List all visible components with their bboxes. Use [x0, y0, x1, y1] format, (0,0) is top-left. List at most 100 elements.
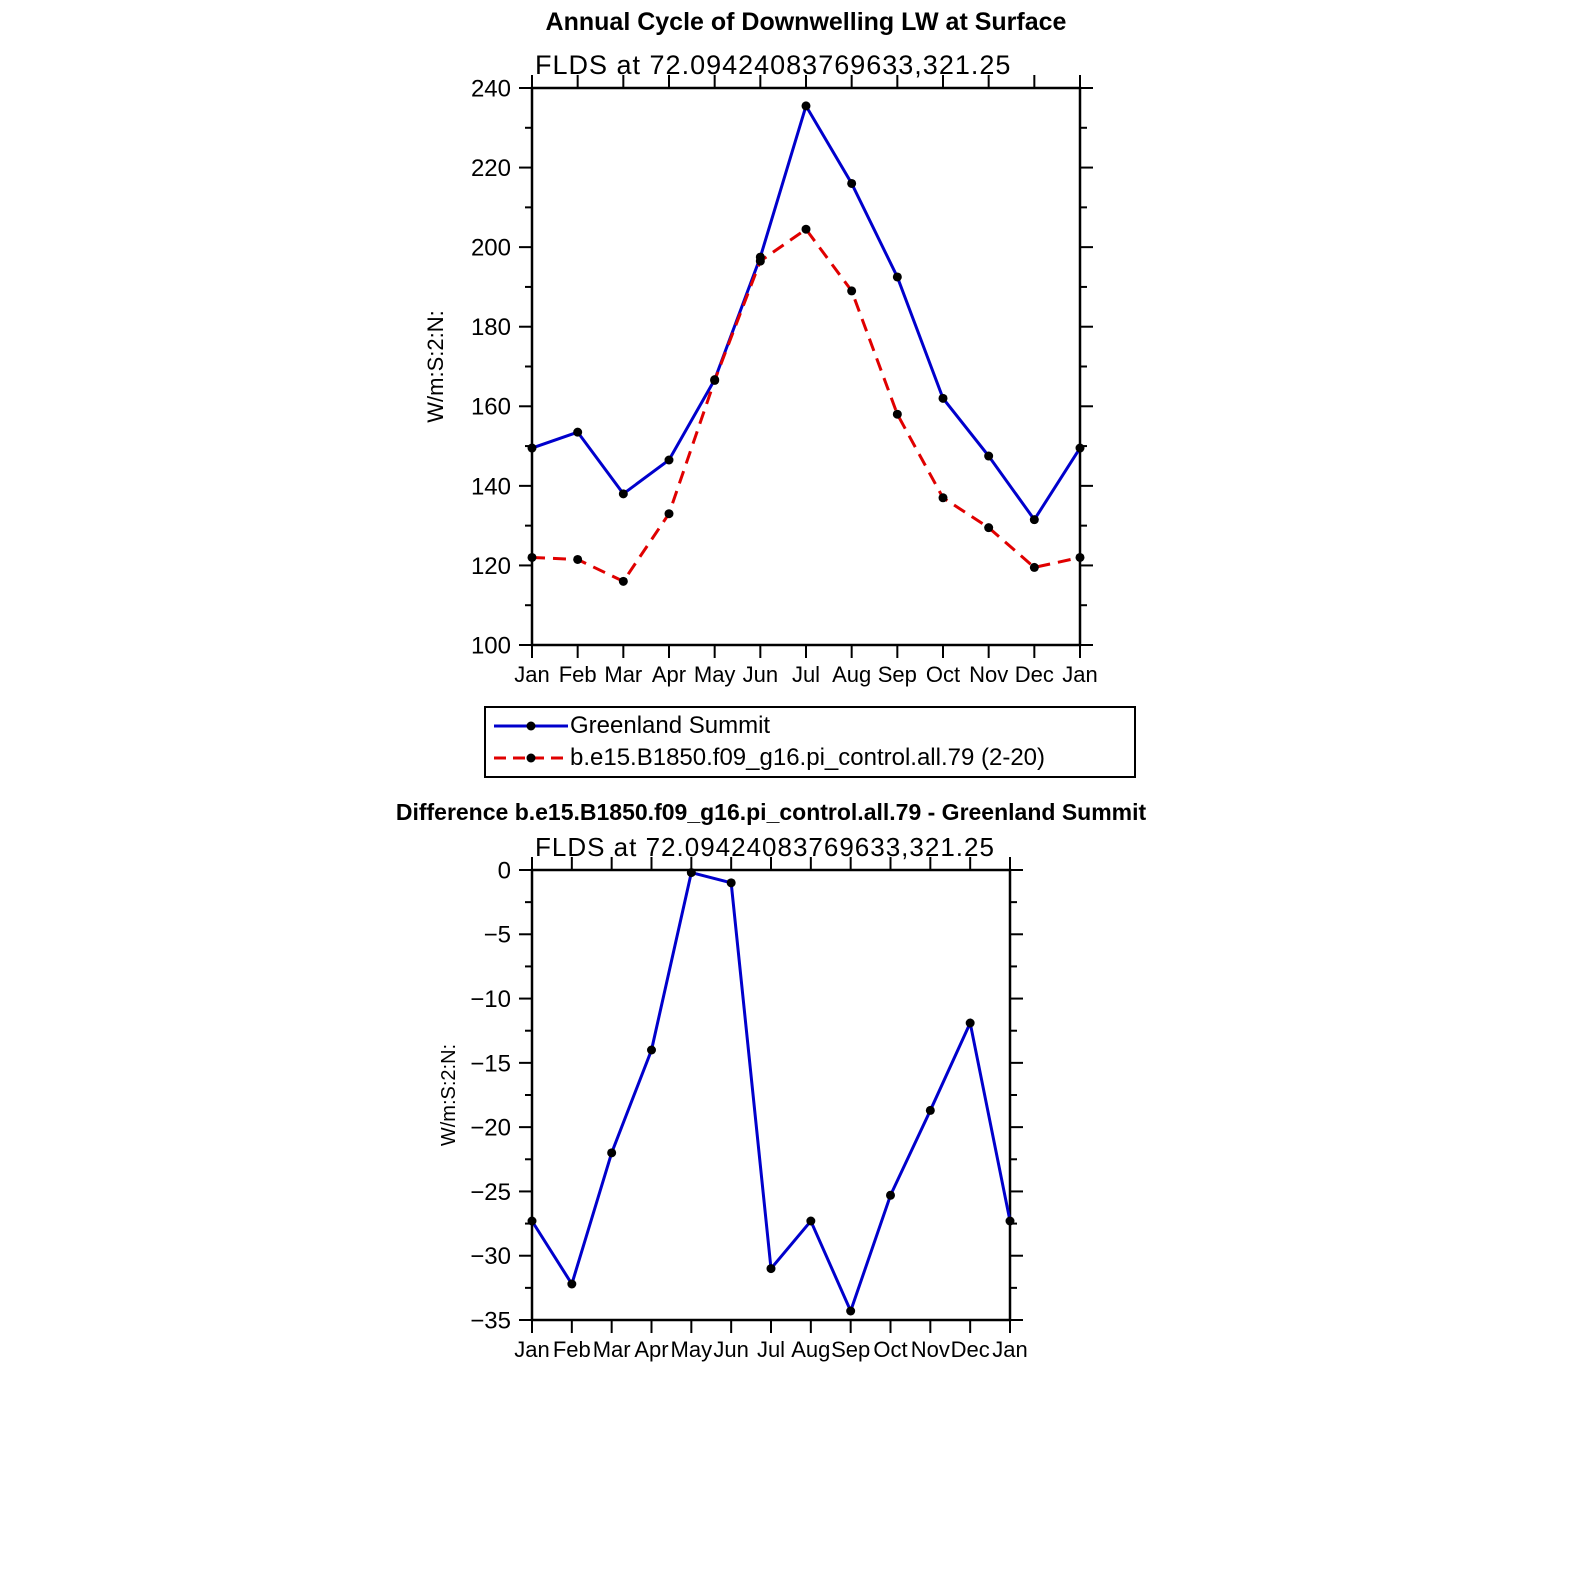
svg-text:0: 0: [498, 857, 511, 884]
svg-text:Apr: Apr: [634, 1337, 668, 1362]
svg-text:160: 160: [471, 394, 511, 421]
svg-text:Oct: Oct: [926, 662, 960, 687]
marker: [984, 451, 994, 461]
svg-text:Jul: Jul: [792, 662, 820, 687]
svg-text:−30: −30: [470, 1243, 511, 1270]
axis-ticks: [519, 857, 1023, 1333]
svg-text:Nov: Nov: [969, 662, 1008, 687]
svg-text:Jun: Jun: [743, 662, 778, 687]
plot-frame: [530, 868, 1012, 1322]
marker: [607, 1148, 617, 1158]
svg-text:200: 200: [471, 235, 511, 262]
marker: [892, 272, 902, 282]
marker: [726, 878, 736, 888]
axis-ticks: [519, 75, 1093, 658]
marker: [1029, 515, 1039, 525]
marker: [892, 409, 902, 419]
axis-labels: 100 120 140 160 180 200 220 240 Jan Feb Mar Apr May J…: [471, 75, 1098, 687]
top-chart-title: Annual Cycle of Downwelling LW at Surfac…: [545, 8, 1067, 36]
svg-text:Aug: Aug: [791, 1337, 830, 1362]
svg-text:−25: −25: [470, 1179, 511, 1206]
marker: [1075, 552, 1085, 562]
svg-text:Jun: Jun: [713, 1337, 748, 1362]
marker: [847, 286, 857, 296]
svg-text:Jan: Jan: [514, 1337, 549, 1362]
svg-text:Apr: Apr: [652, 662, 686, 687]
series-line-0: [531, 102, 1082, 523]
marker: [755, 256, 765, 266]
svg-text:120: 120: [471, 553, 511, 580]
chart-0: 100 120 140 160 180 200 220 240 Jan Feb Mar Apr May J…: [423, 50, 1098, 687]
svg-text:−15: −15: [470, 1050, 511, 1077]
y-axis-label: W/m:S:2:N:: [438, 1044, 460, 1146]
marker: [938, 493, 948, 503]
marker: [527, 552, 537, 562]
marker: [1005, 1216, 1015, 1226]
marker: [984, 523, 994, 533]
svg-text:May: May: [694, 662, 736, 687]
marker: [664, 455, 674, 465]
marker: [886, 1190, 895, 1200]
svg-text:May: May: [671, 1337, 713, 1362]
svg-text:Jan: Jan: [992, 1337, 1027, 1362]
svg-text:100: 100: [471, 632, 511, 659]
marker: [925, 1105, 935, 1115]
marker: [686, 868, 696, 878]
legend-item: Greenland Summit: [494, 710, 1130, 742]
svg-text:Feb: Feb: [553, 1337, 591, 1362]
svg-text:Jan: Jan: [1062, 662, 1097, 687]
svg-text:Nov: Nov: [911, 1337, 950, 1362]
marker: [710, 375, 720, 385]
y-axis-label: W/m:S:2:N:: [423, 310, 448, 422]
svg-text:Dec: Dec: [1015, 662, 1054, 687]
plot-frame: [530, 86, 1082, 647]
marker: [965, 1018, 975, 1028]
svg-text:−5: −5: [484, 922, 511, 949]
marker: [573, 427, 583, 437]
marker: [755, 252, 765, 262]
legend-label: Greenland Summit: [570, 712, 771, 739]
legend-line-sample-solid: [494, 721, 568, 731]
svg-text:Jan: Jan: [514, 662, 549, 687]
marker: [1075, 443, 1085, 453]
marker: [647, 1045, 656, 1055]
svg-text:Feb: Feb: [559, 662, 597, 687]
svg-text:Mar: Mar: [604, 662, 642, 687]
marker: [618, 489, 628, 499]
marker: [527, 1216, 537, 1226]
svg-text:−10: −10: [470, 986, 511, 1013]
marker: [710, 375, 720, 385]
chart-subtitle: FLDS at 72.09424083769633,321.25: [535, 50, 1011, 80]
chart-subtitle: FLDS at 72.09424083769633,321.25: [535, 832, 995, 862]
marker: [567, 1279, 577, 1289]
series-line-0: [530, 870, 1012, 1316]
legend-item: b.e15.B1850.f09_g16.pi_control.all.79 (2…: [494, 742, 1130, 774]
marker: [766, 1264, 776, 1274]
svg-text:220: 220: [471, 155, 511, 182]
bottom-chart-title: Difference b.e15.B1850.f09_g16.pi_contro…: [395, 799, 1147, 825]
marker: [806, 1216, 816, 1226]
svg-text:Sep: Sep: [831, 1337, 870, 1362]
svg-text:−20: −20: [470, 1115, 511, 1142]
marker: [573, 554, 583, 564]
svg-text:Jul: Jul: [757, 1337, 785, 1362]
svg-text:−35: −35: [470, 1307, 511, 1334]
marker: [664, 509, 674, 519]
marker: [801, 101, 811, 111]
legend-line-sample-dashed: [494, 753, 568, 763]
svg-text:Dec: Dec: [951, 1337, 990, 1362]
svg-text:180: 180: [471, 314, 511, 341]
legend-label: b.e15.B1850.f09_g16.pi_control.all.79 (2…: [570, 744, 1046, 771]
marker: [527, 443, 537, 453]
marker: [847, 178, 857, 188]
svg-text:Oct: Oct: [873, 1337, 907, 1362]
marker: [938, 393, 948, 403]
series-line-1: [531, 227, 1081, 584]
marker: [618, 576, 628, 586]
legend: Greenland Summit b.e15.B1850.f09_g16.pi_…: [484, 706, 1136, 778]
